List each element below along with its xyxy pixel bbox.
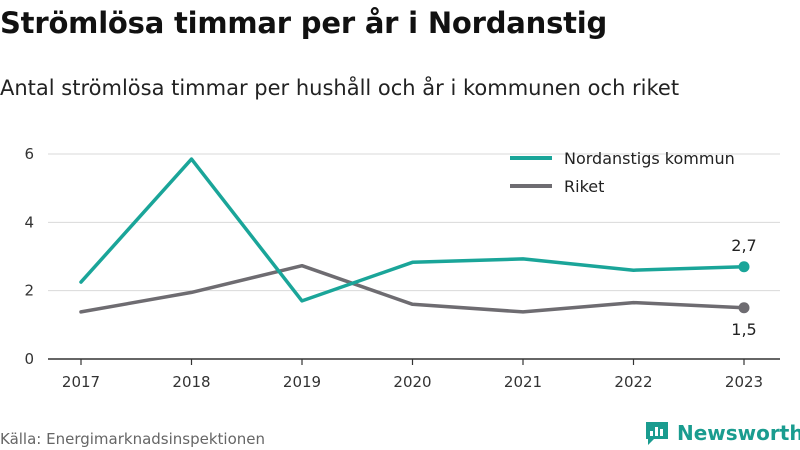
y-tick-label: 6 <box>24 145 34 163</box>
series-line-riket <box>79 263 746 314</box>
data-label-end: 1,5 <box>731 320 756 339</box>
x-tick-label: 2017 <box>62 373 100 391</box>
brand-name: Newsworthy <box>677 421 800 445</box>
series-endpoint-nordanstig <box>738 261 750 273</box>
page-title: Strömlösa timmar per år i Nordanstig <box>0 6 608 40</box>
x-tick-label: 2022 <box>614 373 652 391</box>
series-line-nordanstig <box>79 157 746 303</box>
y-tick-label: 0 <box>24 350 34 368</box>
series-endpoint-riket <box>738 302 750 314</box>
x-tick-label: 2019 <box>283 373 321 391</box>
x-tick-label: 2021 <box>504 373 542 391</box>
x-tick-label: 2023 <box>725 373 763 391</box>
y-tick-label: 2 <box>24 282 34 300</box>
page-subtitle: Antal strömlösa timmar per hushåll och å… <box>0 76 680 100</box>
source-note: Källa: Energimarknadsinspektionen <box>0 430 266 448</box>
bar-chart-icon <box>646 422 668 445</box>
legend-label: Riket <box>564 177 604 196</box>
brand-logo: Newsworthy <box>644 418 800 448</box>
legend-label: Nordanstigs kommun <box>564 149 735 168</box>
y-tick-label: 4 <box>24 213 34 231</box>
data-label-end: 2,7 <box>731 236 756 255</box>
x-tick-label: 2018 <box>172 373 210 391</box>
x-tick-label: 2020 <box>393 373 431 391</box>
